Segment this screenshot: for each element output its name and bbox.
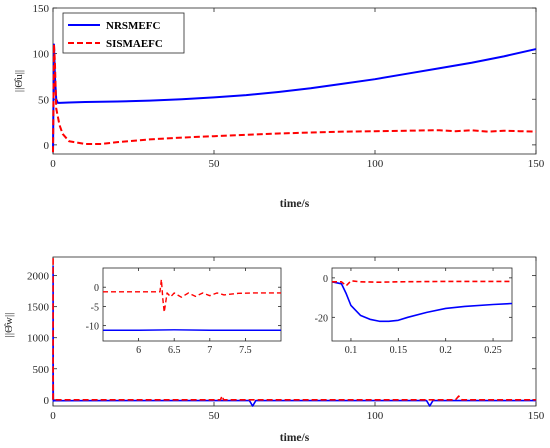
inset-left-xtick-label: 7 <box>207 345 212 356</box>
inset-right-series-nrsmefc <box>331 281 513 323</box>
top-ytick-label: 50 <box>38 94 50 106</box>
legend-box <box>62 12 185 54</box>
inset-left-plot-area <box>102 267 282 342</box>
top-chart: 0 50 100 150 0 50 100 150 ||Θ̂u|| time/s NRSMEF… <box>13 3 545 210</box>
bottom-xlabel: time/s <box>280 432 310 444</box>
legend-label-sismaefc: SISMAEFC <box>106 38 163 50</box>
top-xtick-label: 100 <box>367 158 384 170</box>
top-ytick-label: 150 <box>33 3 50 15</box>
top-xtick-label: 50 <box>209 158 221 170</box>
inset-right-xtick-label: 0.1 <box>345 345 358 356</box>
top-ylabel: ||Θ̂u|| <box>13 70 25 92</box>
inset-right-series <box>331 280 513 323</box>
bottom-xtick-label: 50 <box>209 410 221 422</box>
bottom-xtick-label: 100 <box>367 410 384 422</box>
inset-right-xtick-label: 0.2 <box>439 345 452 356</box>
inset-left-xtick-label: 6.5 <box>168 345 181 356</box>
inset-right: 0.1 0.15 0.2 0.25 0 -20 <box>315 267 513 356</box>
top-series <box>52 43 537 153</box>
inset-right-xtick-label: 0.15 <box>390 345 408 356</box>
top-xlabel: time/s <box>280 198 310 210</box>
inset-left-ticks: 6 6.5 7 7.5 0 -5 -10 <box>86 268 281 356</box>
bottom-ytick-label: 1500 <box>27 302 50 314</box>
inset-left-ytick-label: 0 <box>94 283 99 294</box>
inset-right-ticks: 0.1 0.15 0.2 0.25 0 -20 <box>315 268 512 356</box>
top-series-sismaefc <box>52 43 537 153</box>
legend-label-nrsmefc: NRSMEFC <box>106 20 160 32</box>
inset-left-ytick-label: -5 <box>91 302 99 313</box>
inset-left-ytick-label: -10 <box>86 322 99 333</box>
bottom-xtick-label: 150 <box>528 410 545 422</box>
top-ytick-label: 0 <box>44 140 50 152</box>
top-xtick-label: 150 <box>528 158 545 170</box>
bottom-ylabel: ||Θ̂w|| <box>3 313 15 338</box>
legend: NRSMEFC SISMAEFC <box>62 12 185 54</box>
bottom-ytick-label: 0 <box>44 395 50 407</box>
top-ytick-label: 100 <box>33 49 50 61</box>
top-ticks: 0 50 100 150 0 50 100 150 <box>33 3 545 170</box>
top-xtick-label: 0 <box>50 158 56 170</box>
inset-right-ytick-label: -20 <box>315 313 328 324</box>
inset-left-series-sismaefc <box>103 278 281 313</box>
bottom-xtick-label: 0 <box>50 410 56 422</box>
inset-left-xtick-label: 6 <box>136 345 141 356</box>
inset-right-ytick-label: 0 <box>323 274 328 285</box>
bottom-ytick-label: 2000 <box>27 271 50 283</box>
inset-left: 6 6.5 7 7.5 0 -5 -10 <box>86 267 282 356</box>
inset-right-xtick-label: 0.25 <box>484 345 502 356</box>
inset-left-series <box>103 278 281 331</box>
top-series-nrsmefc <box>52 43 537 153</box>
bottom-ytick-label: 1000 <box>27 333 50 345</box>
inset-right-series-sismaefc <box>332 280 512 287</box>
inset-left-xtick-label: 7.5 <box>239 345 252 356</box>
bottom-series-sismaefc <box>52 256 536 401</box>
bottom-ytick-label: 500 <box>33 364 50 376</box>
bottom-series <box>52 256 536 407</box>
